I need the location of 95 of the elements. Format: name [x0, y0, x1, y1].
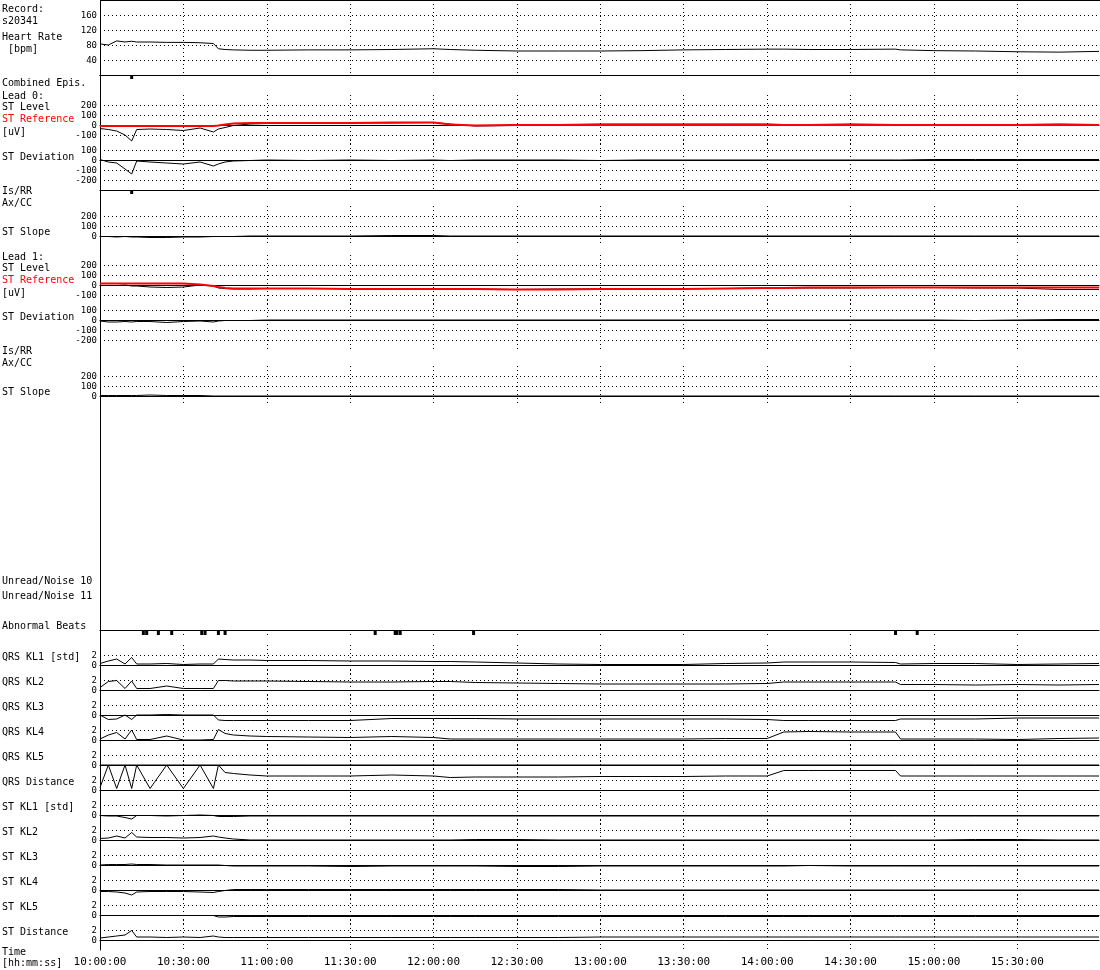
x-tick-label: 10:30:00	[156, 955, 210, 968]
text: ST Level	[2, 261, 51, 273]
y-tick-label: 0	[91, 155, 97, 165]
y-axis-title: Is/RR Ax/CC	[2, 184, 39, 208]
y-tick-label: -200	[75, 335, 97, 345]
chart-title: Lead 1:	[2, 250, 45, 262]
y-tick-label: 0	[91, 231, 97, 241]
y-tick-label: 160	[80, 10, 97, 20]
y-axis-title: ST Deviation	[2, 150, 75, 162]
y-axis-title: ST Slope	[2, 225, 51, 237]
text: Is/RR Ax/CC	[2, 344, 39, 368]
y-tick-label: 2	[91, 800, 97, 810]
text: Record: s20341	[2, 2, 51, 26]
y-tick-label: 0	[91, 760, 97, 770]
y-axis-title: ST Deviation	[2, 310, 75, 322]
y-tick-label: 2	[91, 825, 97, 835]
text: ST Reference	[2, 112, 75, 124]
y-tick-label: 2	[91, 750, 97, 760]
y-axis-title: QRS KL1 [std]	[2, 650, 81, 662]
y-axis-title: [uV]	[2, 125, 27, 137]
y-tick-label: 0	[91, 785, 97, 795]
y-tick-label: 2	[91, 850, 97, 860]
y-tick-label: 0	[91, 315, 97, 325]
y-tick-label: 100	[80, 221, 97, 231]
y-tick-label: 200	[80, 260, 97, 270]
y-tick-label: -100	[75, 325, 97, 335]
x-tick-label: 14:00:00	[740, 955, 794, 968]
y-tick-label: 0	[91, 810, 97, 820]
text: ST Reference	[2, 273, 75, 285]
y-axis-title: QRS KL4	[2, 725, 45, 737]
y-tick-label: 0	[91, 860, 97, 870]
x-axis-title: Time [hh:mm:ss]	[2, 946, 63, 968]
y-tick-label: 80	[86, 40, 97, 50]
y-axis-title: ST KL2	[2, 825, 39, 837]
y-tick-label: 2	[91, 775, 97, 785]
y-tick-label: 2	[91, 725, 97, 735]
y-tick-label: 200	[80, 100, 97, 110]
y-tick-label: 0	[91, 391, 97, 401]
y-tick-label: 120	[80, 25, 97, 35]
y-tick-label: -100	[75, 165, 97, 175]
text: Unread/Noise 11	[2, 589, 93, 601]
y-axis-title: QRS KL5	[2, 750, 45, 762]
x-tick-label: 11:30:00	[323, 955, 377, 968]
y-tick-label: 200	[80, 371, 97, 381]
y-axis-title: ST KL4	[2, 875, 39, 887]
y-tick-label: 2	[91, 875, 97, 885]
text: ST Level	[2, 100, 51, 112]
x-tick-label: 15:30:00	[990, 955, 1044, 968]
y-tick-label: 0	[91, 910, 97, 920]
y-tick-label: 2	[91, 900, 97, 910]
x-tick-label: 13:30:00	[657, 955, 711, 968]
y-tick-label: 100	[80, 145, 97, 155]
y-axis-title: ST KL5	[2, 900, 39, 912]
x-tick-label: 12:00:00	[407, 955, 461, 968]
y-tick-label: 0	[91, 710, 97, 720]
x-tick-label: 10:00:00	[73, 955, 127, 968]
y-tick-label: 100	[80, 270, 97, 280]
y-tick-label: 100	[80, 381, 97, 391]
y-tick-label: 0	[91, 835, 97, 845]
y-tick-label: 2	[91, 650, 97, 660]
y-tick-label: 100	[80, 305, 97, 315]
y-axis-title: QRS KL2	[2, 675, 45, 687]
y-tick-label: 100	[80, 110, 97, 120]
y-axis-title: ST Slope	[2, 385, 51, 397]
y-axis-title: ST Distance	[2, 925, 69, 937]
y-tick-label: 2	[91, 675, 97, 685]
x-tick-label: 15:00:00	[907, 955, 961, 968]
y-axis-title: Heart Rate [bpm]	[2, 30, 63, 54]
x-tick-label: 12:30:00	[490, 955, 544, 968]
x-tick-label: 13:00:00	[573, 955, 627, 968]
y-tick-label: 0	[91, 685, 97, 695]
y-tick-label: 0	[91, 280, 97, 290]
y-tick-label: 0	[91, 660, 97, 670]
y-tick-label: 0	[91, 935, 97, 945]
y-tick-label: -100	[75, 130, 97, 140]
x-tick-label: 14:30:00	[824, 955, 877, 968]
y-axis-title: QRS Distance	[2, 775, 75, 787]
y-axis-title: Abnormal Beats	[2, 619, 87, 631]
y-tick-label: -200	[75, 175, 97, 185]
y-tick-label: 0	[91, 735, 97, 745]
y-tick-label: 40	[86, 55, 97, 65]
text: Unread/Noise 10	[2, 574, 93, 586]
chart-title: Lead 0:	[2, 89, 45, 101]
x-tick-label: 11:00:00	[240, 955, 294, 968]
y-tick-label: 2	[91, 925, 97, 935]
y-axis-title: ST KL1 [std]	[2, 800, 75, 812]
y-tick-label: 0	[91, 120, 97, 130]
y-axis-title: ST KL3	[2, 850, 39, 862]
y-tick-label: 200	[80, 211, 97, 221]
y-tick-label: 2	[91, 700, 97, 710]
y-tick-label: -100	[75, 290, 97, 300]
y-tick-label: 0	[91, 885, 97, 895]
y-axis-title: [uV]	[2, 286, 27, 298]
y-axis-title: QRS KL3	[2, 700, 45, 712]
y-axis-title: Combined Epis.	[2, 76, 87, 88]
